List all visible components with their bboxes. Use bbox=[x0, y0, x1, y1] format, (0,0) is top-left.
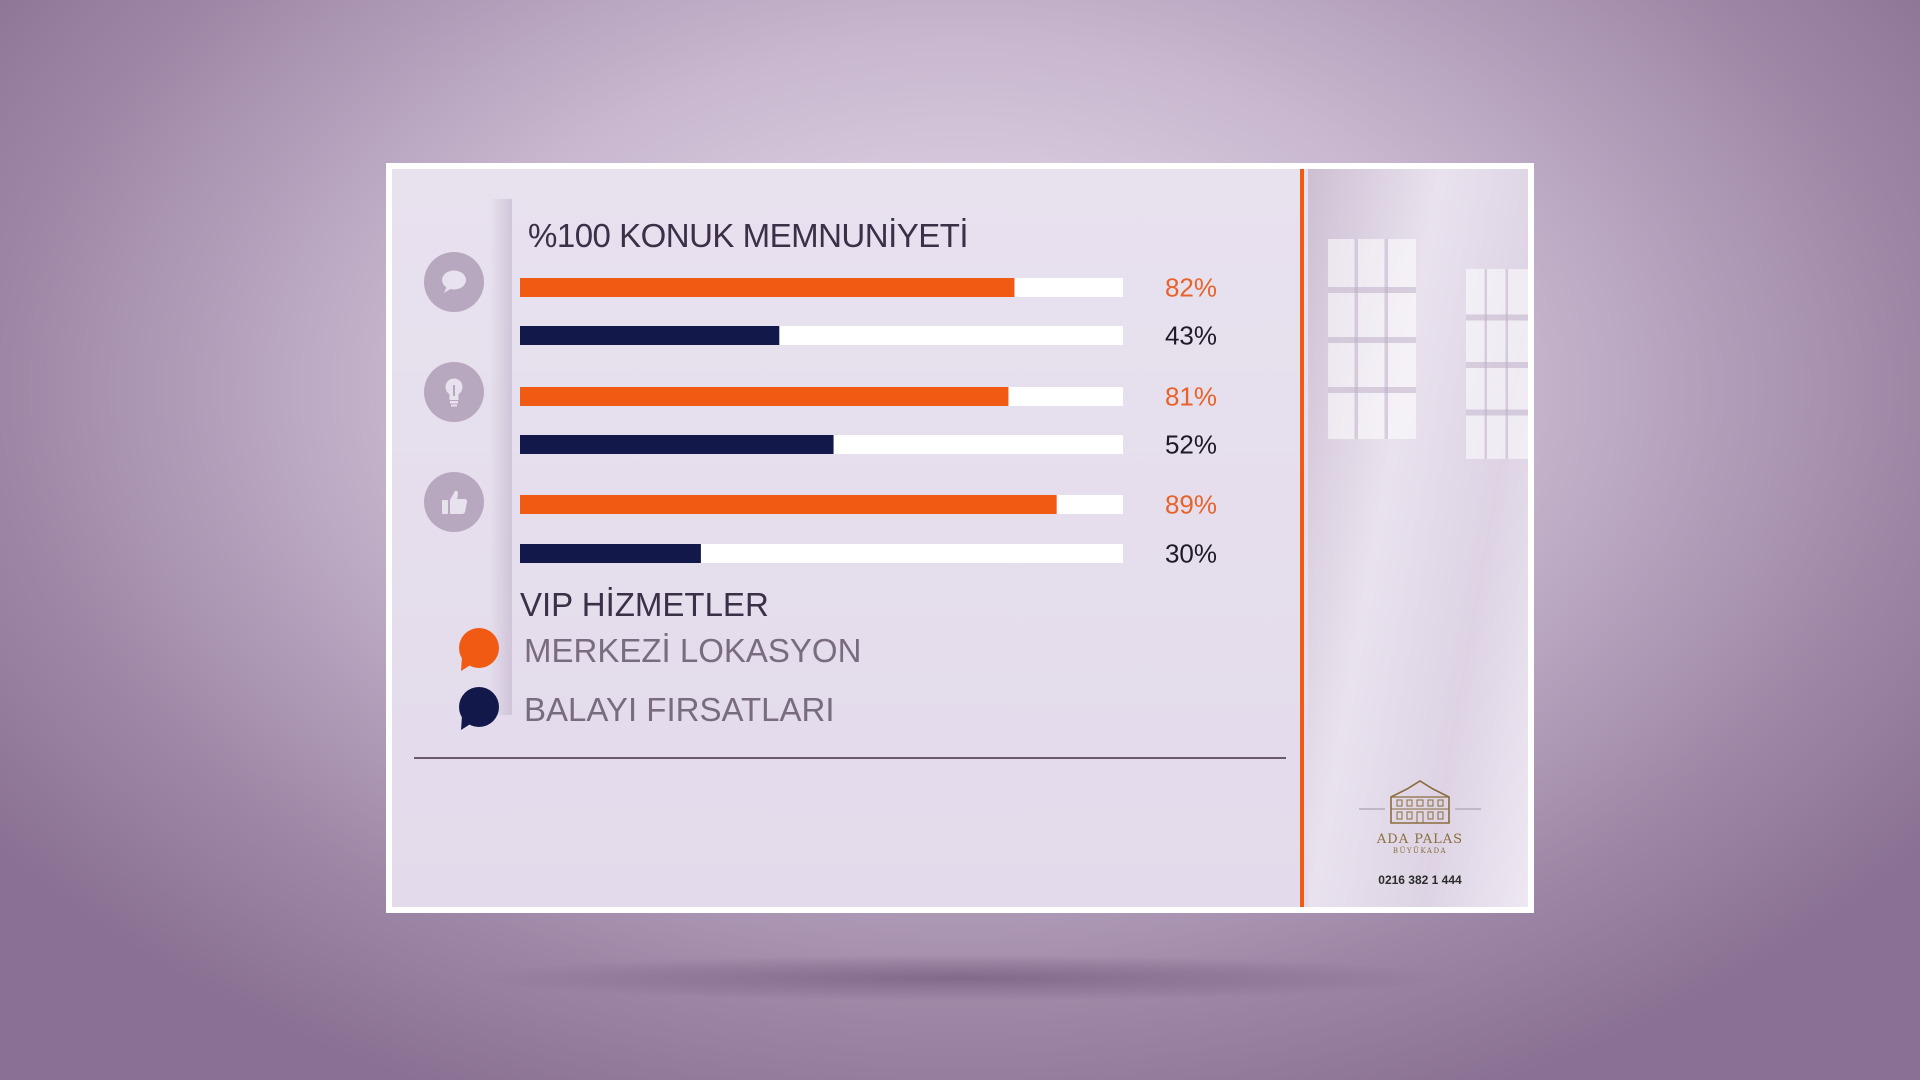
window-right bbox=[1466, 269, 1528, 459]
horizontal-divider bbox=[414, 757, 1286, 759]
legend-item-merkezi: MERKEZİ LOKASYON bbox=[454, 627, 861, 675]
bar-balayi-firsatlari bbox=[520, 544, 701, 563]
legend-label-balayi: BALAYI FIRSATLARI bbox=[524, 691, 835, 728]
orange-speech-dot-icon bbox=[459, 628, 499, 671]
bar-merkezi-lokasyon bbox=[520, 495, 1057, 514]
brand-subtitle: BÜYÜKADA bbox=[1392, 847, 1448, 855]
bar-balayi-firsatlari bbox=[520, 326, 780, 345]
bar-merkezi-lokasyon bbox=[520, 278, 1015, 297]
side-photo-panel: ADA PALAS BÜYÜKADA 0216 382 1 444 bbox=[1308, 169, 1528, 907]
legend-title: VIP HİZMETLER bbox=[520, 586, 769, 623]
brand-name: ADA PALAS bbox=[1376, 832, 1464, 847]
building-logo-icon bbox=[1359, 780, 1481, 824]
orange-vertical-divider bbox=[1300, 169, 1304, 907]
presentation-card: %100 KONUK MEMNUNİYETİ 82% 43% 81% 52% 89% 30… bbox=[386, 163, 1534, 913]
bar-value-label: 81% bbox=[1165, 382, 1217, 412]
card-shadow bbox=[480, 955, 1440, 1001]
lightbulb-icon bbox=[424, 362, 484, 422]
bar-value-label: 52% bbox=[1165, 430, 1217, 460]
bar-merkezi-lokasyon bbox=[520, 387, 1009, 406]
bar-value-label: 43% bbox=[1165, 321, 1217, 351]
speech-bubble-icon bbox=[424, 252, 484, 312]
thumbs-up-icon bbox=[424, 472, 484, 532]
bar-chart: 82% 43% 81% 52% 89% 30% bbox=[520, 273, 1217, 569]
chart-title: %100 KONUK MEMNUNİYETİ bbox=[528, 217, 969, 254]
legend-item-balayi: BALAYI FIRSATLARI bbox=[454, 686, 835, 734]
bar-value-label: 30% bbox=[1165, 539, 1217, 569]
bar-value-label: 89% bbox=[1165, 490, 1217, 520]
card-content: %100 KONUK MEMNUNİYETİ 82% 43% 81% 52% 89% 30… bbox=[392, 169, 1528, 907]
navy-speech-dot-icon bbox=[459, 687, 499, 730]
window-left bbox=[1328, 239, 1416, 439]
phone-number: 0216 382 1 444 bbox=[1378, 873, 1462, 887]
legend-label-merkezi: MERKEZİ LOKASYON bbox=[524, 632, 862, 669]
bar-value-label: 82% bbox=[1165, 273, 1217, 303]
bar-balayi-firsatlari bbox=[520, 435, 834, 454]
bar-edge-shade bbox=[490, 199, 512, 715]
brand-logo: ADA PALAS BÜYÜKADA 0216 382 1 444 bbox=[1332, 779, 1508, 887]
